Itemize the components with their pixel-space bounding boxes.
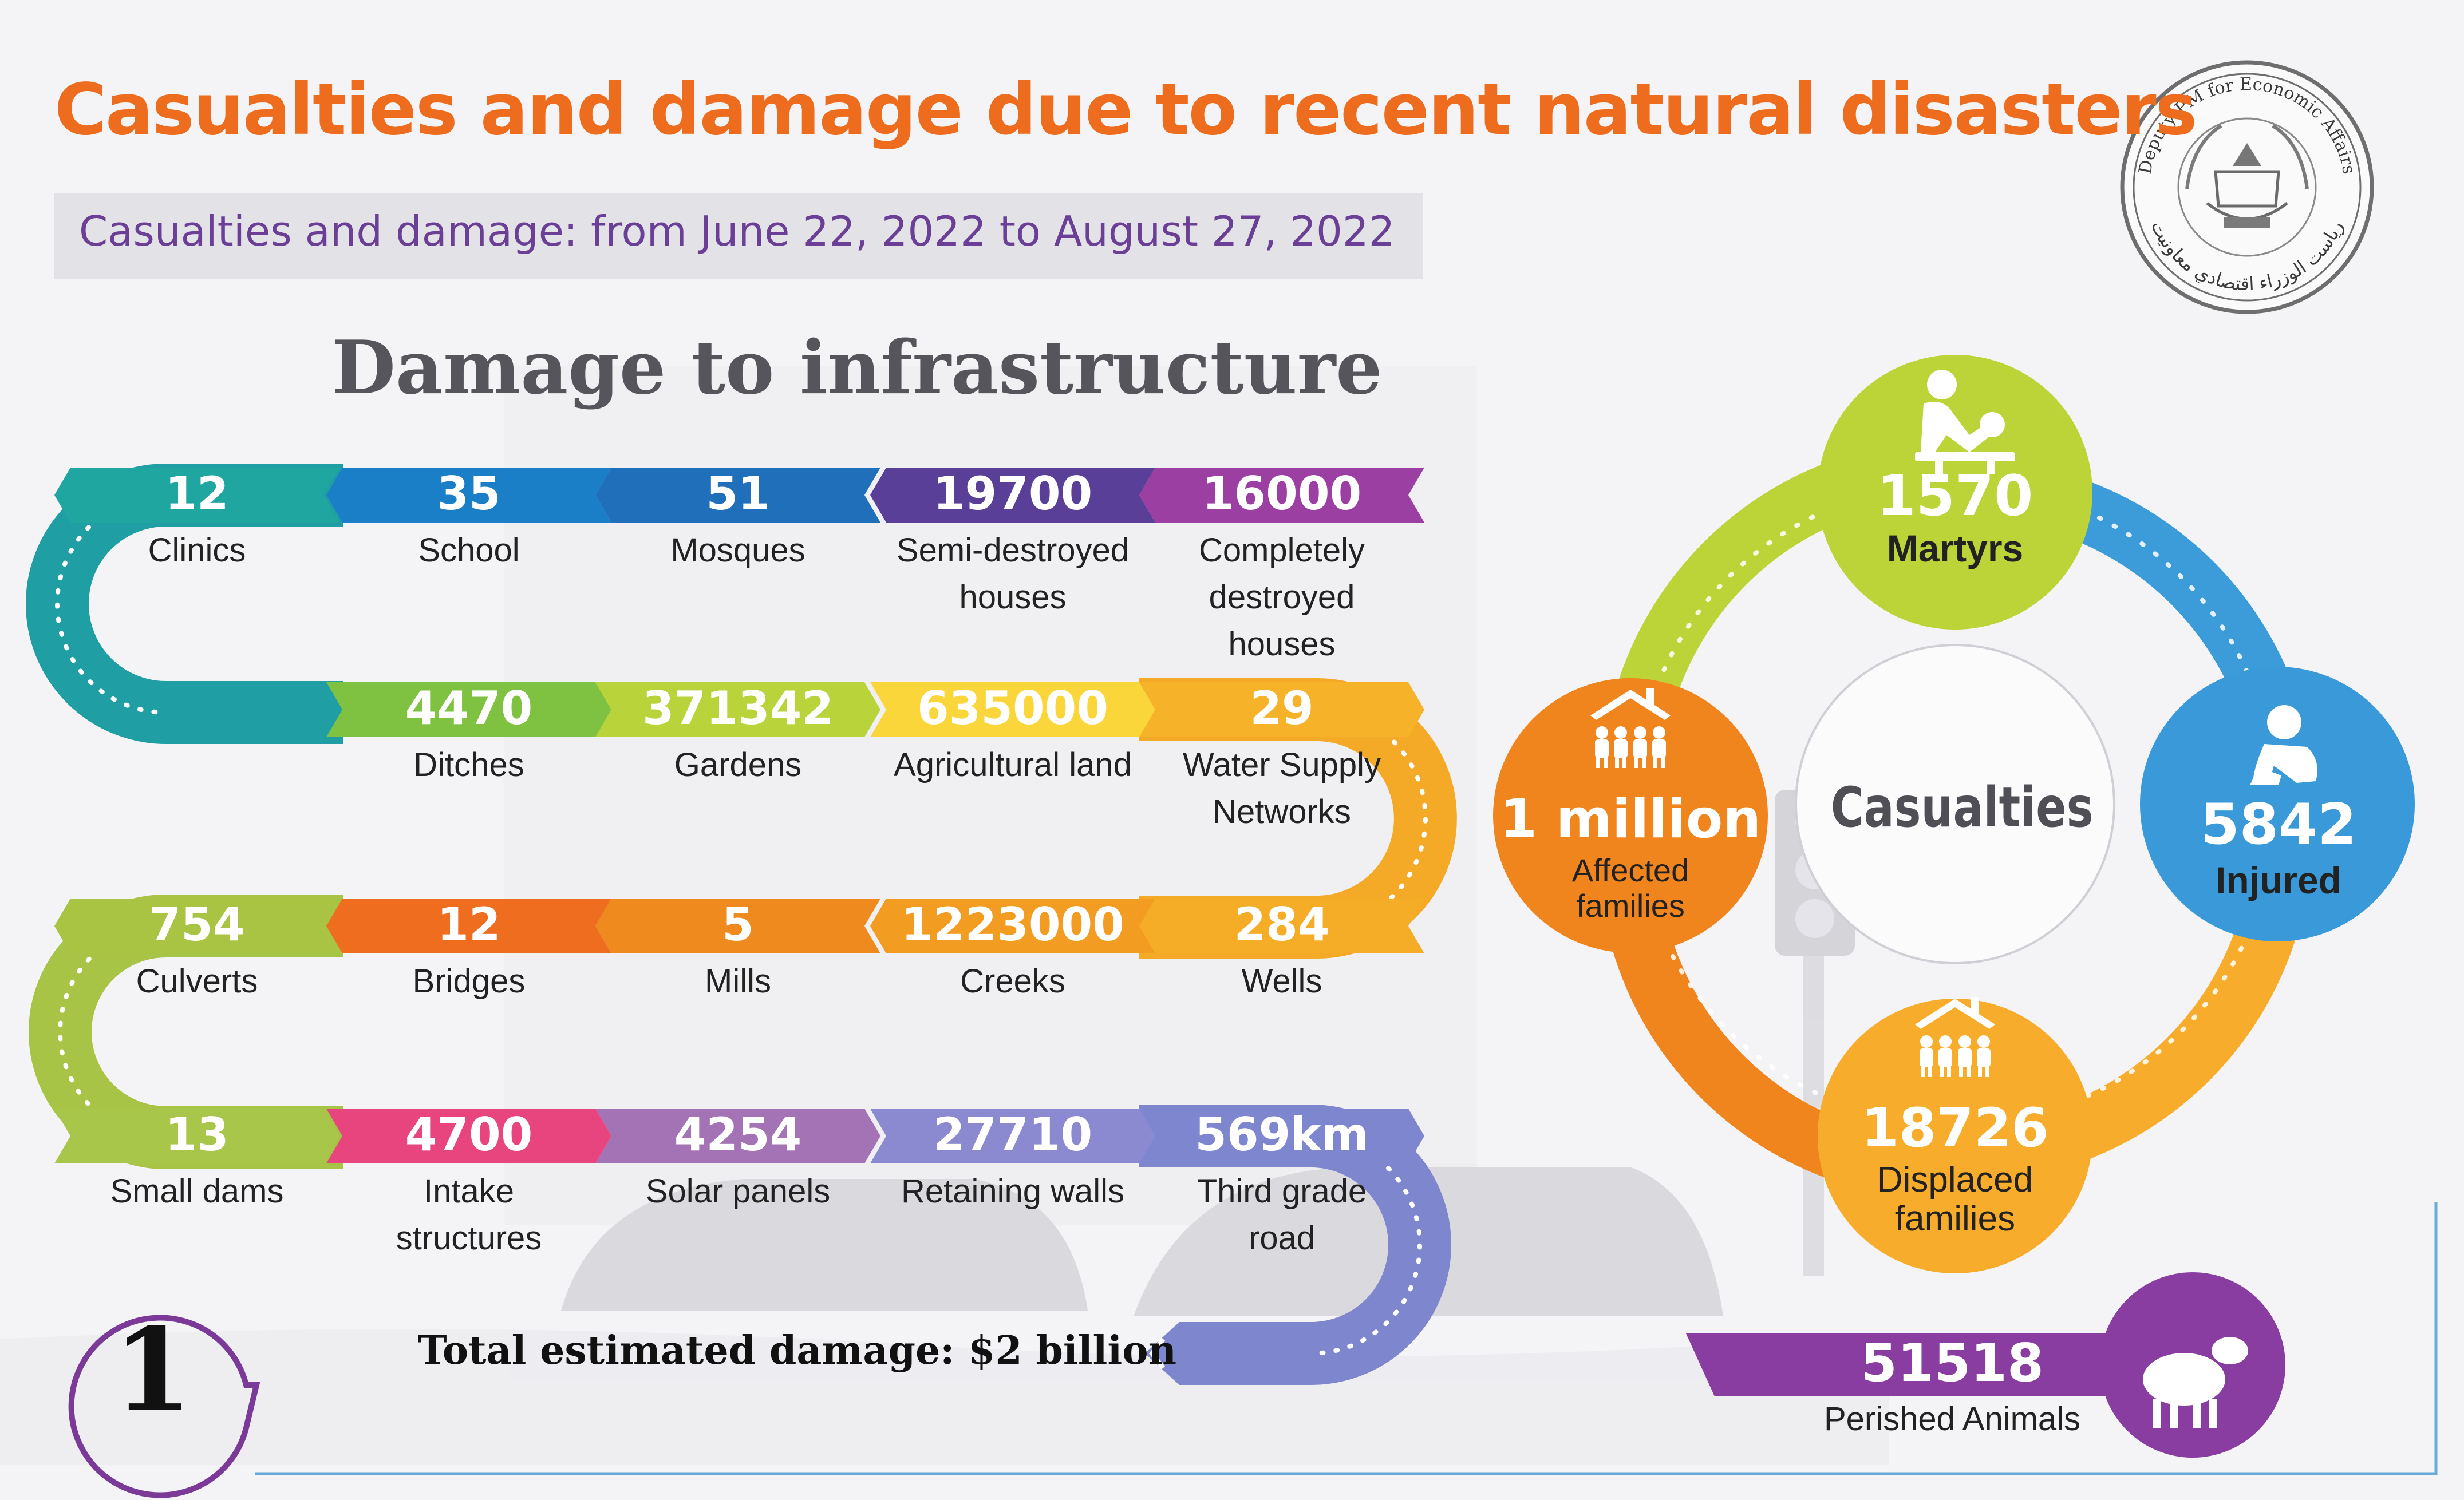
- infrastructure-value: 51: [706, 467, 770, 520]
- affected-circle: [1493, 678, 1768, 953]
- casualties-ring: [1493, 355, 2415, 1273]
- infrastructure-label: Bridges: [412, 963, 526, 1000]
- infrastructure-label: Solar panels: [645, 1173, 831, 1210]
- ribbon-curve-1-dots: [55, 493, 168, 715]
- infrastructure-value: 29: [1250, 682, 1314, 735]
- page-number: 1: [113, 1303, 193, 1438]
- martyrs-value: 1570: [1877, 464, 2033, 529]
- infrastructure-value: 371342: [642, 682, 834, 735]
- page-title: Casualties and damage due to recent natu…: [54, 69, 2197, 151]
- ribbon-segment: [54, 899, 339, 953]
- infrastructure-label: Completely destroyed houses: [1198, 532, 1365, 663]
- infrastructure-label: Agricultural land: [894, 746, 1132, 783]
- ribbon-segment: [595, 468, 880, 523]
- ribbon-segment: [595, 899, 880, 953]
- ribbon-segment: [54, 1109, 339, 1163]
- perished-animals-value: 51518: [1860, 1332, 2044, 1394]
- total-damage: Total estimated damage: $2 billion: [418, 1328, 1177, 1374]
- infrastructure-label: Third grade road: [1197, 1173, 1367, 1257]
- infrastructure-label: Culverts: [136, 963, 258, 1000]
- affected-value: 1 million: [1499, 788, 1762, 850]
- perished-animals-label: Perished Animals: [1823, 1400, 2081, 1438]
- ribbon-segment: [326, 468, 611, 523]
- injured-circle: [2140, 667, 2415, 941]
- family-house-icon: [1590, 688, 1671, 768]
- seal-emblem: Deputy PM for Economic Affairs ریاست الو…: [2120, 60, 2374, 314]
- ribbon-segment: [870, 468, 1155, 523]
- infrastructure-value: 4254: [674, 1108, 802, 1161]
- affected-label: Affected families: [1571, 852, 1689, 924]
- infrastructure-label: Wells: [1241, 963, 1322, 1000]
- infrastructure-label: Intake structures: [396, 1173, 542, 1257]
- infrastructure-value: 16000: [1202, 467, 1362, 520]
- infrastructure-label: School: [418, 532, 520, 569]
- sheep-icon: [2143, 1337, 2248, 1428]
- infrastructure-label: Water Supply Networks: [1183, 746, 1381, 830]
- infrastructure-label: Retaining walls: [901, 1173, 1125, 1210]
- infrastructure-value: 4700: [405, 1108, 533, 1161]
- casualties-center-label: Casualties: [1830, 775, 2094, 840]
- infrastructure-label: Clinics: [148, 532, 246, 569]
- infrastructure-heading: Damage to infrastructure: [332, 325, 1383, 411]
- ribbon-segment: [1139, 899, 1424, 953]
- ribbon-segment: [1139, 1109, 1424, 1163]
- subtitle-bar: [54, 193, 1423, 279]
- page-subtitle: Casualties and damage: from June 22, 202…: [79, 207, 1395, 255]
- displaced-value: 18726: [1861, 1097, 2049, 1159]
- ribbon-segment: [326, 899, 611, 953]
- ribbon-segments: [54, 468, 1424, 1163]
- infrastructure-value: 754: [149, 898, 245, 951]
- displaced-circle: [1818, 999, 2092, 1273]
- infrastructure-value: 635000: [917, 682, 1108, 735]
- injured-person-icon: [2250, 705, 2317, 785]
- page-number-badge: [68, 1315, 260, 1498]
- infrastructure-label: Mills: [705, 963, 771, 1000]
- infrastructure-value: 19700: [933, 467, 1093, 520]
- ribbon-segment: [595, 1109, 880, 1163]
- ribbon-segment: [326, 1109, 611, 1163]
- martyr-icon: [1915, 370, 2015, 474]
- ribbon-segment: [870, 899, 1155, 953]
- ribbon-segment: [326, 682, 611, 737]
- ribbon-segment: [595, 682, 880, 737]
- infrastructure-label: Semi-destroyed houses: [896, 532, 1130, 616]
- infrastructure-value: 12: [165, 467, 229, 520]
- infrastructure-value: 12: [437, 898, 501, 951]
- infrastructure-label: Ditches: [413, 746, 524, 783]
- injured-label: Injured: [2215, 859, 2341, 901]
- ribbon-segment: [870, 682, 1155, 737]
- infrastructure-value: 35: [437, 467, 501, 520]
- infrastructure-label: Small dams: [110, 1173, 284, 1210]
- infrastructure-value: 13: [165, 1108, 229, 1161]
- infrastructure-value: 569km: [1195, 1108, 1369, 1161]
- ribbon-curve-4-dots: [1309, 1134, 1422, 1356]
- ribbon-segment: [1139, 682, 1424, 737]
- martyrs-label: Martyrs: [1886, 527, 2024, 569]
- infrastructure-value: 5: [722, 898, 754, 951]
- infrastructure-label: Gardens: [674, 746, 802, 783]
- infrastructure-value: 284: [1234, 898, 1330, 951]
- family-house-icon: [1915, 997, 1995, 1077]
- displaced-label: Displaced families: [1877, 1160, 2033, 1239]
- casualties-center-circle: [1795, 644, 2115, 964]
- martyrs-circle: [1818, 355, 2092, 630]
- infrastructure-label: Creeks: [960, 963, 1065, 1000]
- ribbon-segment: [1139, 468, 1424, 523]
- ribbon-segment: [870, 1109, 1155, 1163]
- infrastructure-value: 1223000: [901, 898, 1124, 951]
- frame-line: [255, 1202, 2438, 1475]
- injured-value: 5842: [2200, 792, 2357, 857]
- infrastructure-value: 27710: [933, 1108, 1093, 1161]
- infrastructure-value: 4470: [405, 682, 533, 735]
- ribbon-end-arrow: [1145, 1322, 1179, 1385]
- ribbon-end-chevron: [1148, 1337, 1166, 1370]
- ribbon-segment: [54, 468, 339, 523]
- infrastructure-label: Mosques: [670, 532, 805, 569]
